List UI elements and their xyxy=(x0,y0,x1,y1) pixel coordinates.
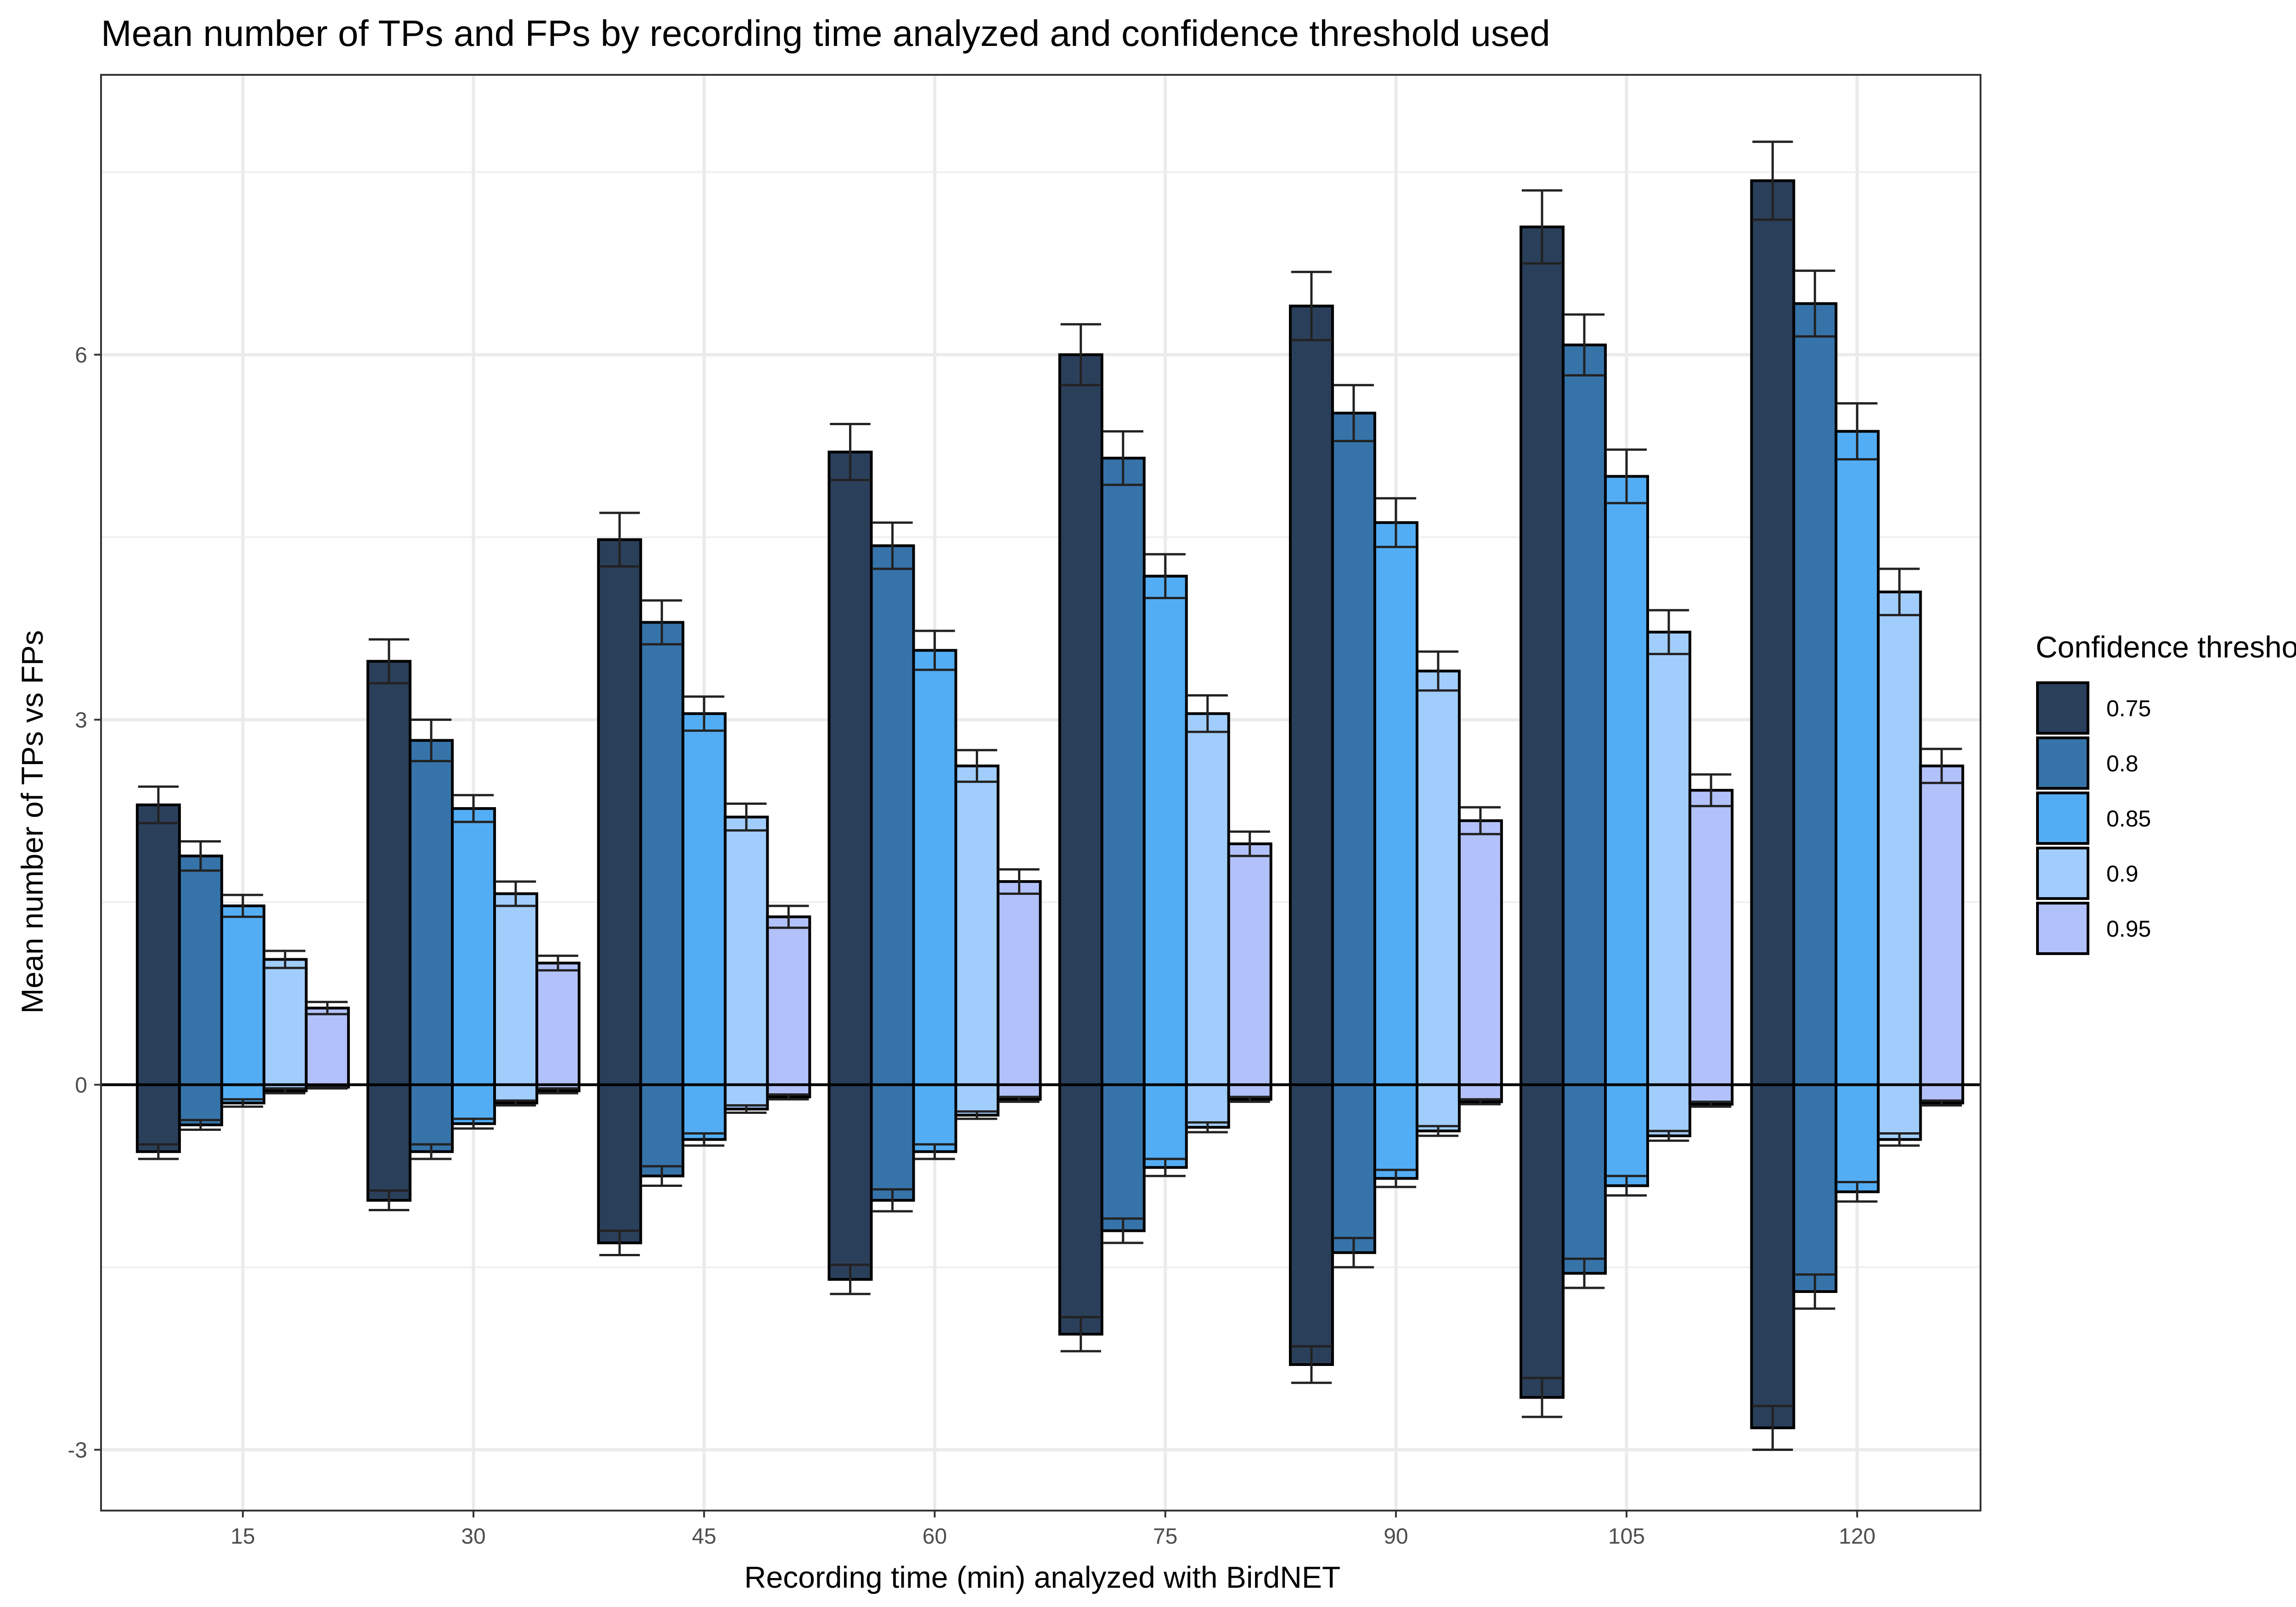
y-tick-label: 6 xyxy=(75,343,87,368)
x-tick-label: 105 xyxy=(1608,1524,1645,1549)
bar-fp-0.75-75 xyxy=(1058,1083,1103,1336)
bar-tp-0.9-90 xyxy=(1415,669,1461,1086)
bar-fp-0.8-45 xyxy=(639,1083,685,1178)
legend-key-0.8 xyxy=(2036,736,2089,790)
chart-title: Mean number of TPs and FPs by recording … xyxy=(101,13,1550,54)
x-tick-label: 120 xyxy=(1839,1524,1875,1549)
bar-tp-0.75-105 xyxy=(1519,225,1565,1086)
legend-label-0.8: 0.8 xyxy=(2106,751,2138,776)
bar-tp-0.95-90 xyxy=(1458,819,1503,1086)
bar-fp-0.85-90 xyxy=(1373,1083,1418,1180)
bar-fp-0.75-60 xyxy=(827,1083,873,1281)
bar-fp-0.85-120 xyxy=(1835,1083,1880,1193)
bar-tp-0.9-30 xyxy=(493,892,539,1086)
bar-tp-0.95-120 xyxy=(1919,764,1964,1086)
plot-panel xyxy=(100,74,1981,1511)
bar-fp-0.75-15 xyxy=(135,1083,181,1153)
bar-tp-0.75-90 xyxy=(1289,304,1334,1086)
bar-tp-0.8-90 xyxy=(1331,411,1376,1086)
bar-tp-0.75-75 xyxy=(1058,353,1103,1086)
legend-label-0.95: 0.95 xyxy=(2106,916,2151,942)
y-axis-title: Mean number of TPs vs FPs xyxy=(15,630,49,1013)
bar-tp-0.75-15 xyxy=(135,804,181,1086)
bar-tp-0.95-30 xyxy=(535,961,581,1086)
bar-fp-0.8-30 xyxy=(409,1083,454,1153)
bar-tp-0.9-105 xyxy=(1646,630,1692,1086)
bar-tp-0.85-75 xyxy=(1142,574,1188,1086)
bar-fp-0.85-45 xyxy=(681,1083,727,1141)
bar-tp-0.8-120 xyxy=(1792,302,1838,1086)
bar-tp-0.85-45 xyxy=(681,712,727,1086)
x-axis-title: Recording time (min) analyzed with BirdN… xyxy=(744,1560,1340,1594)
legend: Confidence threshold 0.75 0.8 0.85 0.9 0.95 xyxy=(2036,630,2296,955)
legend-key-0.85 xyxy=(2036,792,2089,845)
bar-fp-0.85-30 xyxy=(451,1083,496,1125)
bar-tp-0.75-120 xyxy=(1750,179,1795,1086)
bar-fp-0.9-75 xyxy=(1185,1083,1230,1129)
bar-fp-0.75-90 xyxy=(1289,1083,1334,1366)
y-tick-label: -3 xyxy=(68,1438,87,1463)
bar-fp-0.8-90 xyxy=(1331,1083,1376,1254)
bar-tp-0.8-45 xyxy=(639,621,685,1086)
bar-tp-0.75-60 xyxy=(827,450,873,1086)
x-tick-label: 90 xyxy=(1384,1524,1408,1549)
bar-tp-0.85-30 xyxy=(451,807,496,1086)
x-tick-label: 60 xyxy=(923,1524,947,1549)
bar-tp-0.85-90 xyxy=(1373,521,1418,1086)
bar-tp-0.9-45 xyxy=(724,815,769,1086)
bar-fp-0.75-105 xyxy=(1519,1083,1565,1399)
bar-tp-0.95-105 xyxy=(1688,789,1734,1086)
bar-tp-0.8-75 xyxy=(1100,456,1146,1086)
bar-tp-0.8-60 xyxy=(870,544,915,1086)
legend-label-0.75: 0.75 xyxy=(2106,696,2151,721)
bar-tp-0.9-120 xyxy=(1877,590,1922,1086)
bar-fp-0.75-120 xyxy=(1750,1083,1795,1429)
x-tick-label: 30 xyxy=(461,1524,485,1549)
bar-tp-0.75-45 xyxy=(597,538,642,1086)
bar-fp-0.8-15 xyxy=(178,1083,223,1126)
legend-label-0.85: 0.85 xyxy=(2106,806,2151,832)
y-tick-label: 0 xyxy=(75,1073,87,1098)
bar-fp-0.75-45 xyxy=(597,1083,642,1244)
legend-key-0.75 xyxy=(2036,681,2089,735)
bar-fp-0.8-60 xyxy=(870,1083,915,1202)
bar-fp-0.9-105 xyxy=(1646,1083,1692,1137)
bar-tp-0.9-60 xyxy=(954,764,1000,1086)
legend-key-0.9 xyxy=(2036,847,2089,900)
bar-fp-0.9-90 xyxy=(1415,1083,1461,1133)
bar-fp-0.9-120 xyxy=(1877,1083,1922,1141)
bar-fp-0.8-105 xyxy=(1562,1083,1607,1275)
legend-label-0.9: 0.9 xyxy=(2106,861,2138,887)
panel-border xyxy=(100,74,1981,1511)
bar-fp-0.8-75 xyxy=(1100,1083,1146,1232)
bar-tp-0.8-105 xyxy=(1562,343,1607,1086)
bar-fp-0.85-75 xyxy=(1142,1083,1188,1169)
bar-fp-0.8-120 xyxy=(1792,1083,1838,1293)
bar-fp-0.85-105 xyxy=(1604,1083,1649,1187)
legend-title: Confidence threshold xyxy=(2036,630,2296,664)
bar-tp-0.9-75 xyxy=(1185,712,1230,1086)
bar-tp-0.85-60 xyxy=(912,649,957,1086)
x-tick-label: 75 xyxy=(1153,1524,1177,1549)
bar-tp-0.85-105 xyxy=(1604,475,1649,1086)
bar-fp-0.85-60 xyxy=(912,1083,957,1153)
legend-key-0.95 xyxy=(2036,902,2089,955)
bar-tp-0.8-30 xyxy=(409,739,454,1086)
bar-tp-0.85-15 xyxy=(220,904,265,1086)
bar-tp-0.85-120 xyxy=(1835,430,1880,1086)
bar-tp-0.95-15 xyxy=(304,1006,350,1086)
x-tick-label: 15 xyxy=(231,1524,255,1549)
bar-tp-0.9-15 xyxy=(262,958,308,1086)
bar-tp-0.95-60 xyxy=(996,880,1042,1086)
bar-tp-0.95-75 xyxy=(1227,842,1272,1086)
bar-tp-0.95-45 xyxy=(766,915,811,1086)
y-tick-label: 3 xyxy=(75,708,87,733)
bar-fp-0.75-30 xyxy=(366,1083,412,1202)
x-tick-label: 45 xyxy=(692,1524,716,1549)
bar-tp-0.75-30 xyxy=(366,660,412,1086)
bar-tp-0.8-15 xyxy=(178,854,223,1086)
